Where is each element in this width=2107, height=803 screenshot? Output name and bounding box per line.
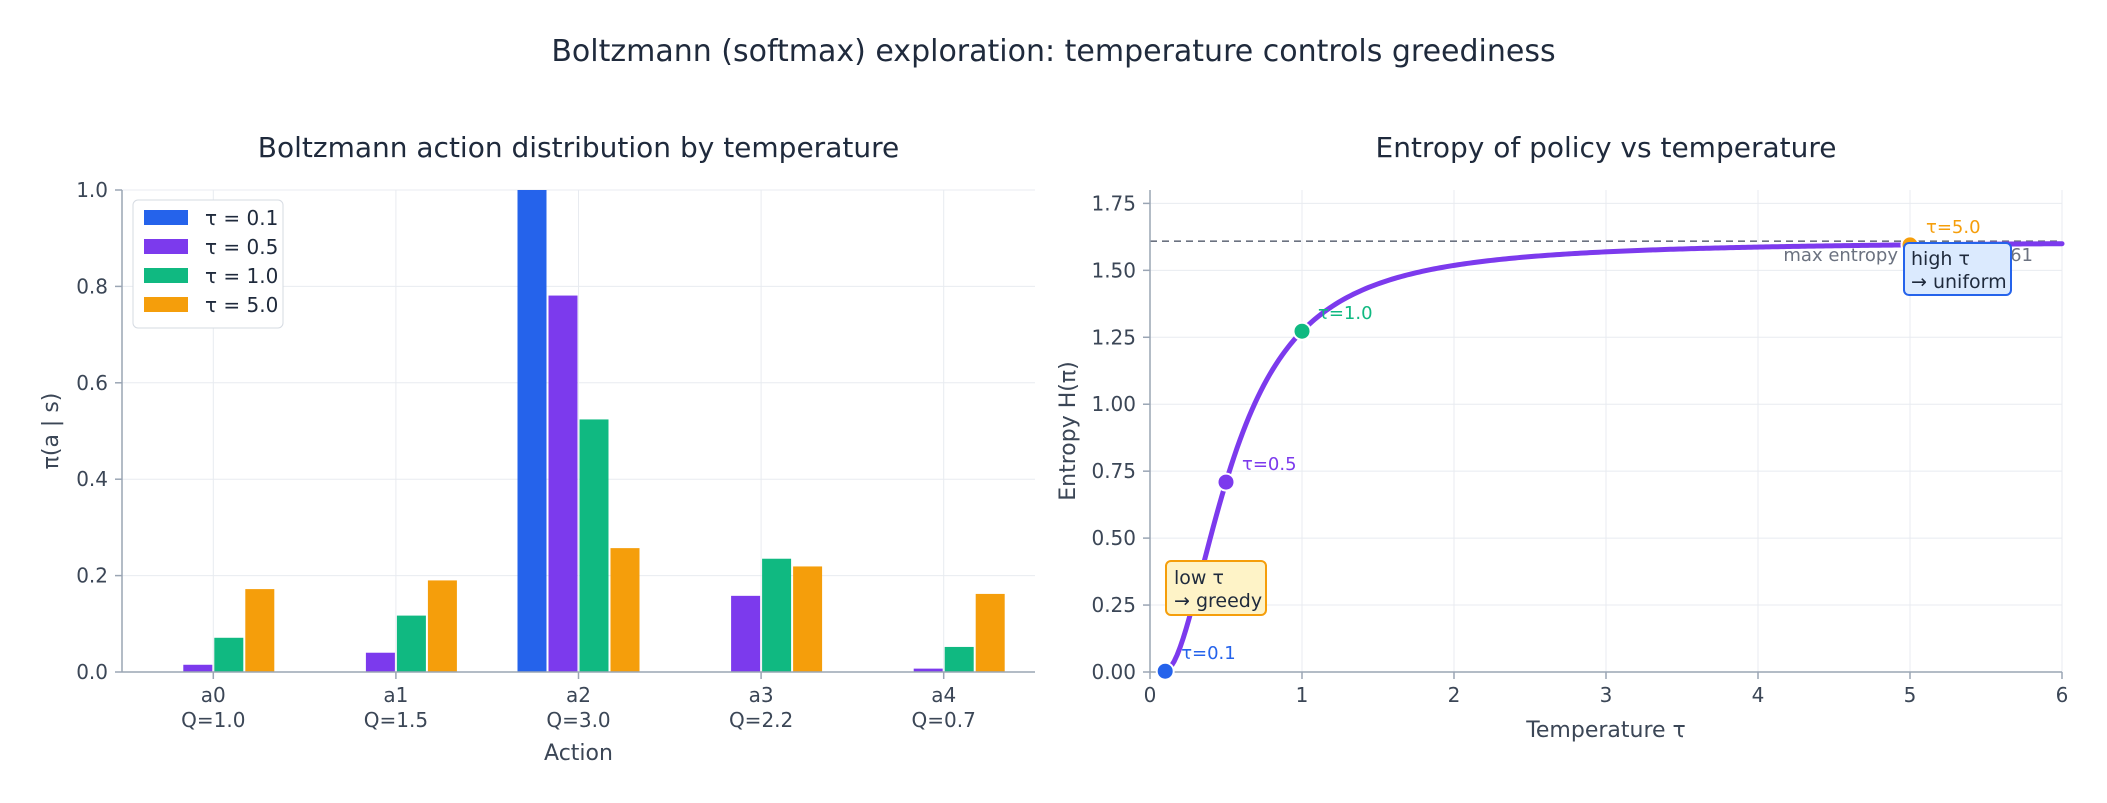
x-tick-sublabel: Q=0.7 bbox=[912, 708, 976, 732]
legend-box bbox=[132, 199, 284, 329]
y-tick-label: 1.0 bbox=[76, 178, 108, 202]
bar bbox=[183, 664, 213, 672]
x-tick-label: 0 bbox=[1144, 683, 1157, 707]
x-tick-label: a2 bbox=[566, 683, 591, 707]
annotation-text: → greedy bbox=[1174, 590, 1262, 612]
point-label: τ=1.0 bbox=[1318, 303, 1373, 324]
y-tick-label: 0.50 bbox=[1091, 526, 1136, 550]
bar bbox=[793, 566, 823, 672]
x-axis-label: Action bbox=[544, 741, 613, 766]
x-tick-sublabel: Q=2.2 bbox=[729, 708, 793, 732]
entropy-curve bbox=[1162, 241, 2065, 674]
annotation-box bbox=[1903, 242, 2012, 296]
y-tick-label: 0.6 bbox=[76, 371, 108, 395]
y-tick-label: 0.4 bbox=[76, 467, 108, 491]
chart-title: Entropy of policy vs temperature bbox=[1376, 131, 1837, 164]
annotation-text: low τ bbox=[1174, 567, 1224, 589]
legend-swatch bbox=[144, 268, 188, 283]
bar bbox=[731, 595, 761, 672]
y-tick-label: 0.25 bbox=[1091, 593, 1136, 617]
y-tick-label: 0.2 bbox=[76, 564, 108, 588]
y-tick-label: 1.50 bbox=[1091, 258, 1136, 282]
legend-label: τ = 1.0 bbox=[205, 264, 278, 288]
annotation-low-tau: low τ→ greedy bbox=[1165, 560, 1267, 616]
x-tick-sublabel: Q=1.5 bbox=[364, 708, 428, 732]
x-tick-sublabel: Q=3.0 bbox=[546, 708, 610, 732]
x-tick-label: a4 bbox=[931, 683, 956, 707]
figure-title: Boltzmann (softmax) exploration: tempera… bbox=[551, 34, 1556, 69]
x-tick-label: 6 bbox=[2056, 683, 2069, 707]
annotation-text: → uniform bbox=[1911, 271, 2007, 293]
x-tick-label: 3 bbox=[1600, 683, 1613, 707]
bar bbox=[762, 558, 792, 672]
point-label: τ=5.0 bbox=[1926, 217, 1981, 238]
bar bbox=[610, 548, 640, 672]
y-tick-label: 1.75 bbox=[1091, 191, 1136, 215]
chart-title: Boltzmann action distribution by tempera… bbox=[258, 131, 899, 164]
point-label: τ=0.5 bbox=[1242, 454, 1297, 475]
legend-label: τ = 0.5 bbox=[205, 235, 278, 259]
bar bbox=[579, 419, 609, 672]
bar-chart-panel: Boltzmann action distribution by tempera… bbox=[39, 131, 1035, 766]
y-tick-label: 1.00 bbox=[1091, 392, 1136, 416]
legend-label: τ = 5.0 bbox=[205, 293, 278, 317]
x-tick-label: a1 bbox=[383, 683, 408, 707]
bar bbox=[548, 295, 578, 672]
legend-swatch bbox=[144, 239, 188, 254]
legend-swatch bbox=[144, 210, 188, 225]
y-tick-label: 0.00 bbox=[1091, 660, 1136, 684]
y-tick-label: 1.25 bbox=[1091, 325, 1136, 349]
annotation-box bbox=[1165, 560, 1267, 616]
x-tick-label: 4 bbox=[1752, 683, 1765, 707]
x-tick-label: 5 bbox=[1904, 683, 1917, 707]
entropy-point bbox=[1155, 661, 1175, 681]
x-tick-label: a0 bbox=[201, 683, 226, 707]
point-label: τ=0.1 bbox=[1181, 643, 1236, 664]
bar bbox=[944, 646, 974, 672]
legend-swatch bbox=[144, 297, 188, 312]
x-tick-label: 1 bbox=[1296, 683, 1309, 707]
x-axis-label: Temperature τ bbox=[1525, 718, 1686, 743]
bar bbox=[396, 615, 426, 672]
bar bbox=[214, 637, 244, 672]
y-tick-label: 0.0 bbox=[76, 660, 108, 684]
x-tick-label: 2 bbox=[1448, 683, 1461, 707]
legend: τ = 0.1 τ = 0.5 τ = 1.0 τ = 5.0 bbox=[132, 199, 284, 329]
bar bbox=[365, 652, 395, 672]
y-axis-label: Entropy H(π) bbox=[1056, 361, 1081, 500]
x-tick-label: a3 bbox=[749, 683, 774, 707]
bar bbox=[517, 190, 547, 672]
y-tick-label: 0.75 bbox=[1091, 459, 1136, 483]
x-tick-sublabel: Q=1.0 bbox=[181, 708, 245, 732]
entropy-chart-panel: Entropy of policy vs temperature 0.00 0.25… bbox=[1056, 131, 2068, 743]
legend-label: τ = 0.1 bbox=[205, 206, 278, 230]
bar bbox=[975, 593, 1005, 672]
y-axis-label: π(a | s) bbox=[39, 393, 64, 470]
entropy-point bbox=[1216, 472, 1236, 492]
bar bbox=[913, 668, 943, 672]
annotation-text: high τ bbox=[1911, 248, 1970, 270]
entropy-point bbox=[1292, 321, 1312, 341]
annotation-high-tau: high τ→ uniform bbox=[1903, 242, 2012, 296]
bar bbox=[427, 580, 457, 672]
bar bbox=[245, 589, 275, 672]
y-tick-label: 0.8 bbox=[76, 274, 108, 298]
